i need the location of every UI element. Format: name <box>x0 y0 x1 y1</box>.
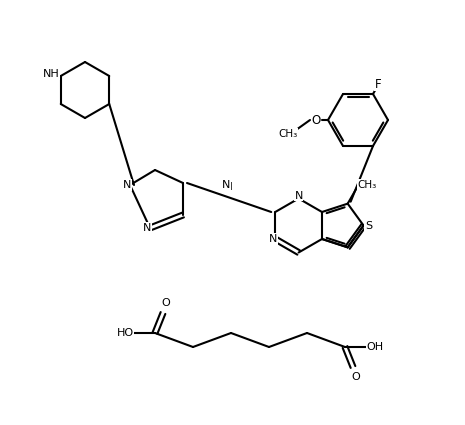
Text: CH₃: CH₃ <box>279 129 298 139</box>
Text: O: O <box>162 298 170 308</box>
Text: N: N <box>294 190 303 201</box>
Text: S: S <box>365 221 372 230</box>
Text: NH: NH <box>42 69 59 79</box>
Text: N: N <box>269 234 278 244</box>
Text: O: O <box>312 113 321 127</box>
Text: HO: HO <box>116 328 133 338</box>
Text: OH: OH <box>366 342 384 352</box>
Text: H: H <box>225 181 233 192</box>
Text: F: F <box>375 77 381 91</box>
Text: N: N <box>143 223 151 233</box>
Text: CH₃: CH₃ <box>357 180 376 190</box>
Text: N: N <box>123 180 131 190</box>
Text: N: N <box>222 179 230 190</box>
Text: O: O <box>352 372 360 382</box>
